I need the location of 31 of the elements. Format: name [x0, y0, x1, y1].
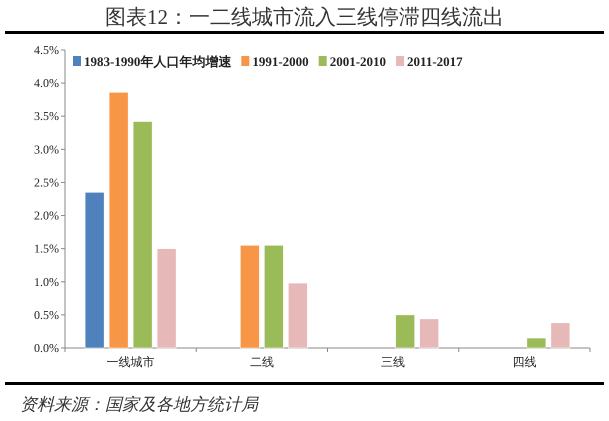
y-tick-label: 1.0%: [34, 274, 59, 289]
bar: [264, 245, 284, 348]
legend-label: 1991-2000: [252, 54, 309, 69]
bar: [550, 322, 570, 348]
x-tick-label: 二线: [250, 355, 274, 369]
y-tick-label: 3.0%: [34, 142, 59, 156]
chart-title: 图表12：一二线城市流入三线停滞四线流出: [105, 5, 504, 29]
x-tick-label: 四线: [512, 355, 536, 369]
legend-label: 2011-2017: [407, 54, 464, 69]
y-tick-label: 2.5%: [34, 175, 59, 190]
bar: [108, 92, 128, 348]
text: 资料来源：国家及各地方统计局: [20, 395, 259, 414]
bar: [526, 338, 546, 348]
bar: [288, 282, 308, 348]
bar: [84, 192, 104, 348]
y-tick-label: 1.5%: [34, 242, 59, 256]
y-tick-label: 4.0%: [34, 76, 59, 90]
legend-label: 1983-1990年人口年均增速: [84, 54, 232, 69]
y-tick-label: 3.5%: [34, 109, 59, 124]
y-tick-label: 0.0%: [34, 341, 59, 355]
bar: [395, 314, 415, 348]
legend-label: 2001-2010: [330, 54, 386, 69]
bar: [156, 248, 176, 348]
bar: [419, 318, 439, 348]
bar: [240, 245, 260, 348]
bar: [132, 121, 152, 348]
y-tick-label: 2.0%: [34, 208, 59, 223]
x-tick-label: 三线: [381, 355, 406, 369]
y-tick-label: 0.5%: [34, 308, 59, 322]
y-tick-label: 4.5%: [34, 43, 59, 57]
x-tick-label: 一线城市: [106, 355, 155, 369]
